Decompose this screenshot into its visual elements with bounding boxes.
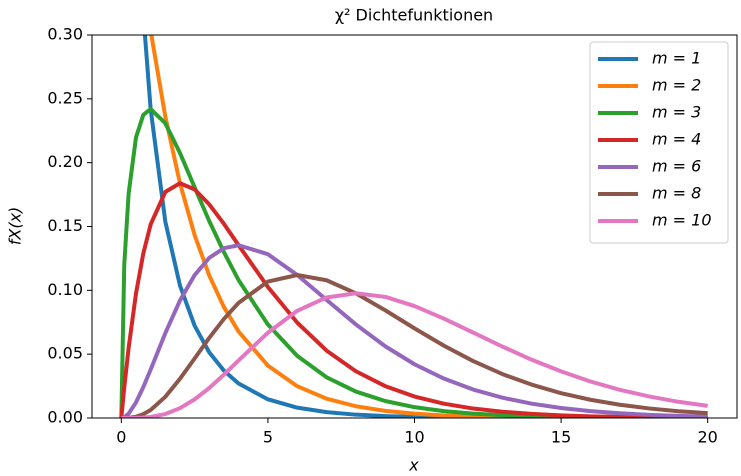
y-tick-label: 0.25: [47, 88, 83, 107]
legend-label: m = 1: [652, 49, 701, 68]
series-line: [119, 181, 708, 418]
y-tick-label: 0.10: [47, 280, 83, 299]
x-tick-label: 15: [551, 428, 571, 447]
legend-label: m = 6: [652, 157, 701, 176]
y-tick-label: 0.20: [47, 152, 83, 171]
plot-area: [119, 35, 708, 418]
series-line: [121, 291, 708, 418]
legend-label: m = 2: [652, 76, 701, 95]
x-tick-label: 5: [263, 428, 273, 447]
y-tick-label: 0.30: [47, 25, 83, 44]
x-tick-label: 20: [698, 428, 718, 447]
legend-label: m = 10: [652, 211, 712, 230]
y-tick-label: 0.05: [47, 344, 83, 363]
x-tick-label: 10: [404, 428, 424, 447]
x-axis-label: x: [408, 456, 419, 475]
legend-label: m = 3: [652, 103, 701, 122]
y-tick-label: 0.00: [47, 408, 83, 427]
series-line: [121, 273, 708, 418]
chart-title: χ² Dichtefunktionen: [335, 6, 493, 25]
series-line: [120, 243, 708, 418]
legend-label: m = 8: [652, 184, 701, 203]
y-axis-label: fX(x): [6, 207, 25, 246]
y-tick-label: 0.15: [47, 216, 83, 235]
legend-label: m = 4: [652, 130, 701, 149]
x-tick-label: 0: [116, 428, 126, 447]
